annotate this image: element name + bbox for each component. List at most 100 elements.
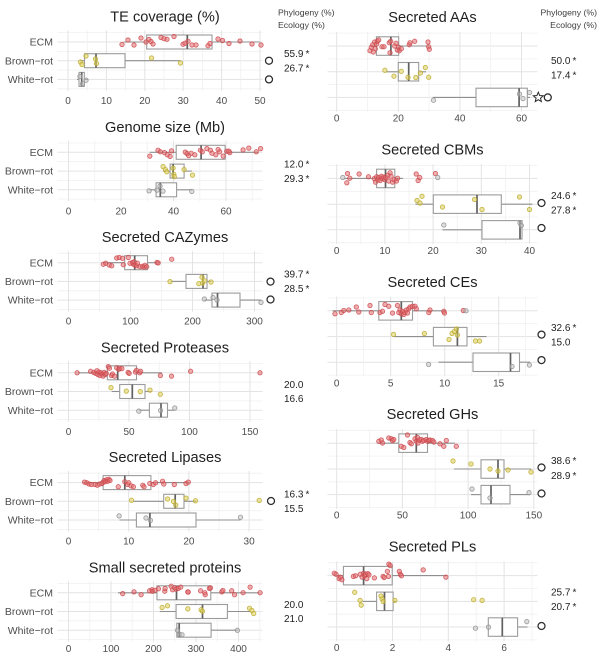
svg-text:25.7 *: 25.7 * <box>551 588 576 599</box>
svg-text:0: 0 <box>65 96 71 107</box>
svg-text:Secreted PLs: Secreted PLs <box>389 540 477 556</box>
svg-text:15: 15 <box>493 378 505 389</box>
svg-text:20: 20 <box>393 114 405 125</box>
svg-text:24.6 *: 24.6 * <box>551 191 576 202</box>
svg-text:Brown−rot: Brown−rot <box>5 496 53 508</box>
svg-text:Ecology (%): Ecology (%) <box>550 20 597 30</box>
svg-text:0: 0 <box>66 317 72 328</box>
svg-text:15.5: 15.5 <box>284 504 304 515</box>
svg-text:2: 2 <box>390 643 396 654</box>
svg-text:Genome size (Mb): Genome size (Mb) <box>105 120 225 136</box>
svg-text:ECM: ECM <box>30 37 53 49</box>
svg-text:300: 300 <box>246 317 263 328</box>
svg-text:60: 60 <box>516 114 528 125</box>
svg-text:0: 0 <box>334 246 340 257</box>
svg-text:White−rot: White−rot <box>8 515 53 527</box>
svg-text:ECM: ECM <box>30 477 53 489</box>
svg-text:200: 200 <box>145 644 162 655</box>
svg-text:50: 50 <box>254 96 266 107</box>
svg-text:30: 30 <box>476 246 488 257</box>
svg-text:10: 10 <box>379 246 391 257</box>
svg-text:Brown−rot: Brown−rot <box>5 55 53 67</box>
svg-text:40: 40 <box>168 206 180 217</box>
svg-text:100: 100 <box>122 317 139 328</box>
svg-text:300: 300 <box>188 644 205 655</box>
svg-text:Phylogeny (%): Phylogeny (%) <box>541 8 598 18</box>
svg-text:16.3 *: 16.3 * <box>284 490 309 501</box>
svg-text:6: 6 <box>501 643 507 654</box>
svg-text:30: 30 <box>178 96 190 107</box>
svg-text:White−rot: White−rot <box>8 295 53 307</box>
svg-text:12.0 *: 12.0 * <box>284 159 309 170</box>
svg-text:200: 200 <box>184 317 201 328</box>
svg-text:27.8 *: 27.8 * <box>551 205 576 216</box>
svg-text:ECM: ECM <box>30 367 53 379</box>
svg-text:0: 0 <box>334 378 340 389</box>
svg-text:16.6: 16.6 <box>284 394 304 405</box>
svg-text:55.9 *: 55.9 * <box>284 49 309 60</box>
svg-text:10: 10 <box>101 96 113 107</box>
svg-text:10: 10 <box>439 378 451 389</box>
svg-text:White−rot: White−rot <box>8 184 53 196</box>
svg-text:21.0: 21.0 <box>284 614 304 625</box>
svg-text:White−rot: White−rot <box>8 625 53 637</box>
svg-text:30: 30 <box>244 537 256 548</box>
svg-text:29.3 *: 29.3 * <box>284 174 309 185</box>
svg-text:20: 20 <box>183 537 195 548</box>
svg-text:Secreted CEs: Secreted CEs <box>387 275 477 291</box>
svg-text:Secreted Lipases: Secreted Lipases <box>109 450 222 466</box>
svg-text:20: 20 <box>115 206 127 217</box>
svg-text:White−rot: White−rot <box>8 405 53 417</box>
svg-text:26.7 *: 26.7 * <box>284 64 309 75</box>
svg-text:20.0: 20.0 <box>284 600 304 611</box>
svg-text:100: 100 <box>181 427 198 438</box>
svg-text:28.5 *: 28.5 * <box>284 284 309 295</box>
svg-text:White−rot: White−rot <box>8 74 53 86</box>
svg-text:15.0: 15.0 <box>551 337 571 348</box>
svg-text:0: 0 <box>66 644 72 655</box>
svg-text:0: 0 <box>66 427 72 438</box>
svg-text:17.4 *: 17.4 * <box>551 71 576 82</box>
svg-text:20: 20 <box>139 96 151 107</box>
svg-text:40: 40 <box>216 96 228 107</box>
svg-text:10: 10 <box>123 537 135 548</box>
svg-text:38.6 *: 38.6 * <box>551 456 576 467</box>
svg-text:0: 0 <box>66 537 72 548</box>
svg-text:Phylogeny (%): Phylogeny (%) <box>278 8 335 18</box>
svg-text:20: 20 <box>428 246 440 257</box>
svg-text:0: 0 <box>334 114 340 125</box>
svg-text:50: 50 <box>123 427 135 438</box>
svg-text:50.0 *: 50.0 * <box>551 56 576 67</box>
svg-text:28.9 *: 28.9 * <box>551 471 576 482</box>
svg-text:39.7 *: 39.7 * <box>284 270 309 281</box>
svg-text:0: 0 <box>66 206 72 217</box>
svg-text:20.7 *: 20.7 * <box>551 602 576 613</box>
svg-text:Secreted CAZymes: Secreted CAZymes <box>102 230 229 246</box>
svg-text:40: 40 <box>524 246 536 257</box>
svg-text:20.0: 20.0 <box>284 380 304 391</box>
svg-text:100: 100 <box>460 511 477 522</box>
svg-text:Brown−rot: Brown−rot <box>5 276 53 288</box>
svg-text:0: 0 <box>334 511 340 522</box>
svg-text:ECM: ECM <box>30 147 53 159</box>
svg-text:Brown−rot: Brown−rot <box>5 606 53 618</box>
svg-text:Brown−rot: Brown−rot <box>5 166 53 178</box>
svg-text:ECM: ECM <box>30 257 53 269</box>
svg-text:Small secreted proteins: Small secreted proteins <box>89 560 242 576</box>
svg-text:ECM: ECM <box>30 587 53 599</box>
svg-text:TE coverage (%): TE coverage (%) <box>110 10 220 26</box>
svg-text:Brown−rot: Brown−rot <box>5 386 53 398</box>
svg-text:0: 0 <box>334 643 340 654</box>
svg-text:Secreted GHs: Secreted GHs <box>387 407 479 423</box>
svg-text:100: 100 <box>103 644 120 655</box>
svg-text:60: 60 <box>220 206 232 217</box>
svg-text:Secreted Proteases: Secreted Proteases <box>101 340 229 356</box>
svg-text:Secreted AAs: Secreted AAs <box>388 10 476 26</box>
svg-text:40: 40 <box>454 114 466 125</box>
svg-text:Secreted CBMs: Secreted CBMs <box>381 142 483 158</box>
svg-text:5: 5 <box>388 378 394 389</box>
svg-text:32.6 *: 32.6 * <box>551 323 576 334</box>
svg-text:50: 50 <box>397 511 409 522</box>
svg-text:150: 150 <box>242 427 259 438</box>
svg-text:Ecology (%): Ecology (%) <box>278 20 325 30</box>
